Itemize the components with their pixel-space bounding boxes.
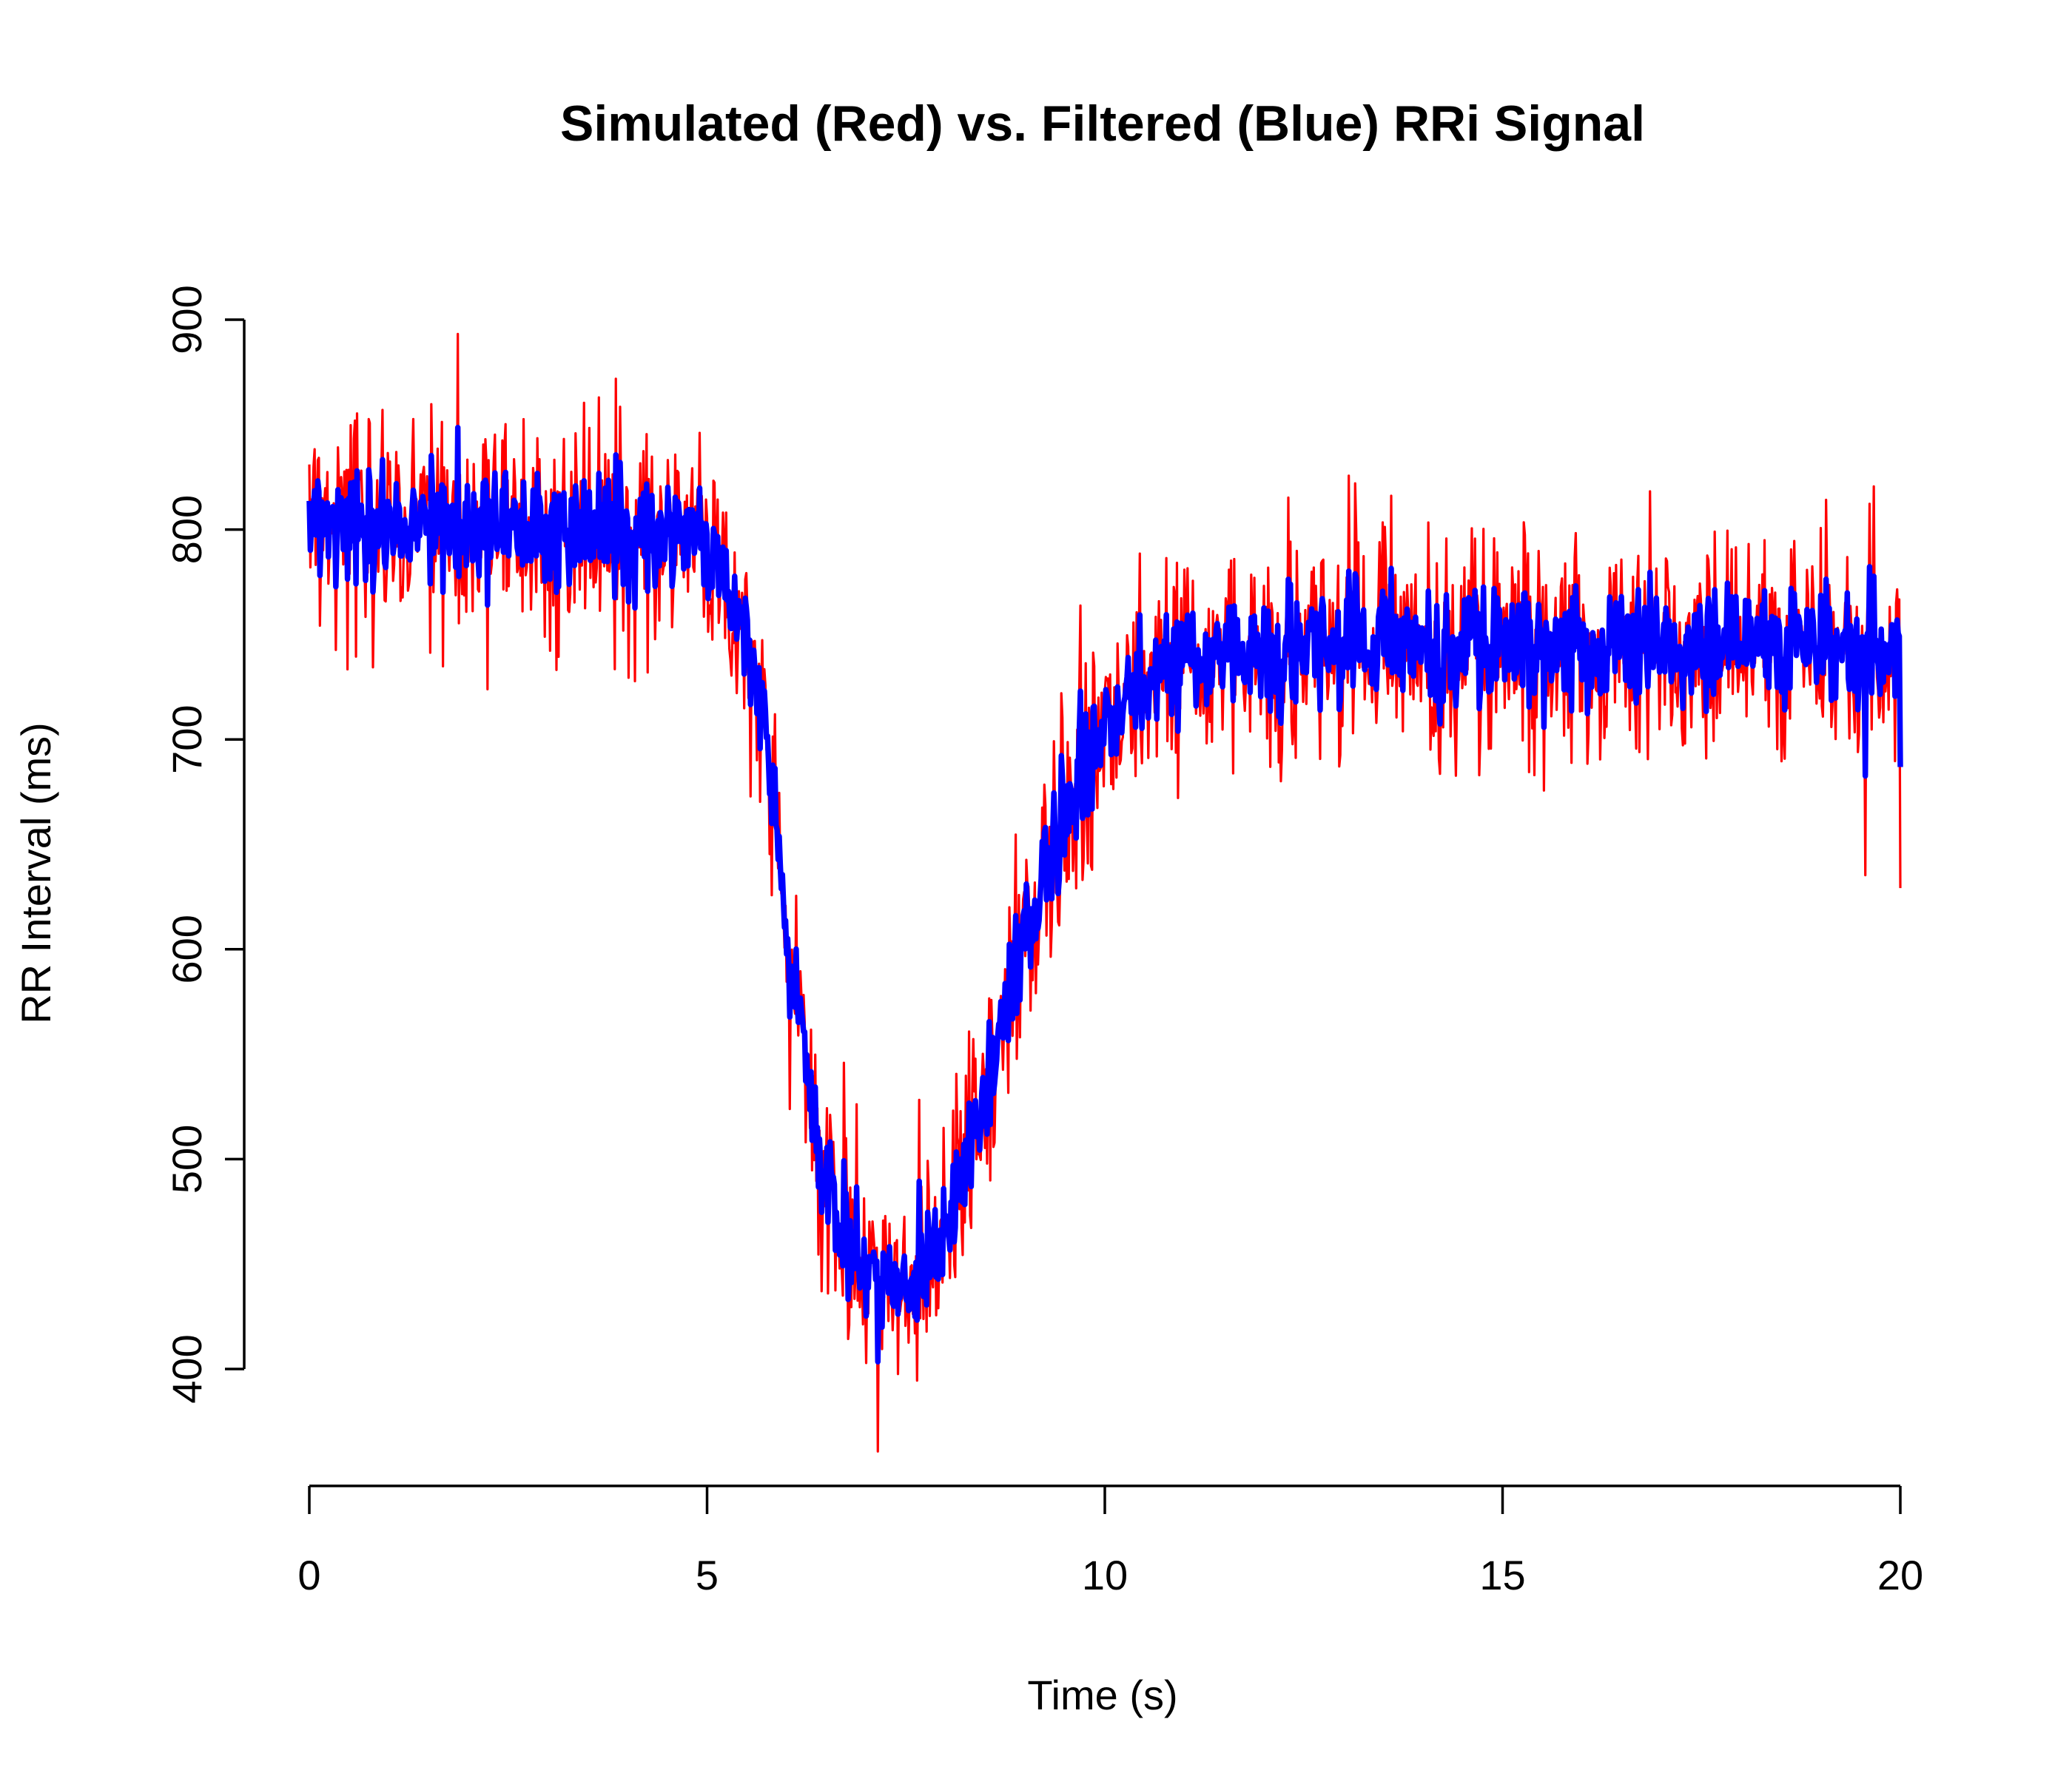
y-axis-ticks: 400 500 600 700 800 900 [164,285,244,1404]
x-tick-label: 0 [297,1552,320,1598]
x-axis-label: Time (s) [1027,1672,1177,1718]
series-line-simulated [308,332,1902,1453]
series-line-filtered [306,424,1903,1365]
plot-lines [306,332,1903,1453]
y-tick-label: 500 [164,1125,210,1194]
x-tick-label: 15 [1479,1552,1525,1598]
x-axis-ticks: 0 5 10 15 20 [297,1486,1923,1598]
x-tick-label: 10 [1082,1552,1128,1598]
y-tick-label: 600 [164,915,210,983]
y-tick-label: 800 [164,495,210,564]
y-tick-label: 400 [164,1334,210,1403]
y-tick-label: 700 [164,704,210,773]
x-tick-label: 20 [1877,1552,1923,1598]
y-tick-label: 900 [164,285,210,354]
y-axis-label: RR Interval (ms) [13,722,59,1024]
x-tick-label: 5 [696,1552,719,1598]
chart-title: Simulated (Red) vs. Filtered (Blue) RRi … [560,95,1645,152]
